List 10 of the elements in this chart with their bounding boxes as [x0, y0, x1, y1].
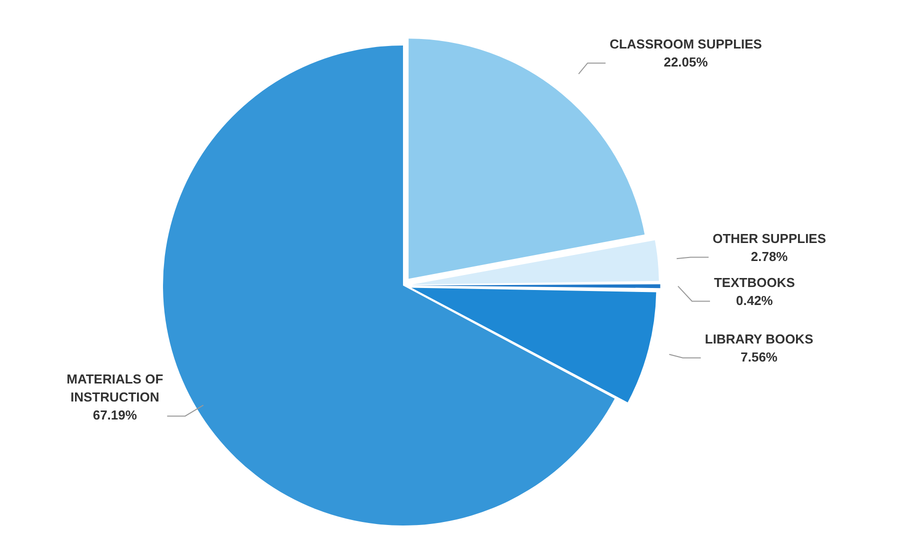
data-label: 0.42% — [736, 292, 774, 308]
slice-label: MATERIALS OF INSTRUCTION — [66, 372, 164, 405]
data-label: 2.78% — [750, 248, 788, 264]
slice-label: LIBRARY BOOKS — [704, 331, 814, 346]
slice-label: CLASSROOM SUPPLIES — [610, 36, 762, 52]
data-label: 22.05% — [664, 54, 708, 70]
slice-label: TEXTBOOKS — [714, 274, 796, 290]
data-label: 7.56% — [740, 349, 778, 364]
slice-label: OTHER SUPPLIES — [712, 230, 826, 246]
data-label: 67.19% — [92, 408, 138, 423]
